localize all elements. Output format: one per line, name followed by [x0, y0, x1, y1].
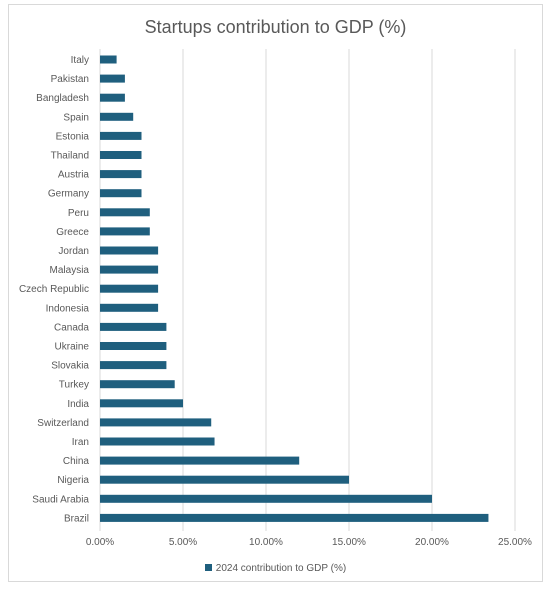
category-label: Turkey [59, 380, 89, 391]
bar [100, 399, 183, 408]
category-label: Jordan [58, 246, 89, 257]
bar [100, 246, 159, 255]
category-label: India [67, 399, 89, 410]
category-label: Malaysia [50, 265, 90, 276]
legend-swatch [204, 563, 212, 571]
bar [100, 513, 489, 522]
category-label: Saudi Arabia [32, 494, 89, 505]
bar [100, 456, 300, 465]
x-tick-label: 10.00% [249, 537, 283, 548]
chart-title: Startups contribution to GDP (%) [144, 17, 407, 37]
category-label: Czech Republic [19, 284, 89, 295]
x-tick-label: 0.00% [86, 537, 114, 548]
legend: 2024 contribution to GDP (%) [9, 563, 542, 574]
category-label: Indonesia [46, 303, 90, 314]
bar [100, 131, 142, 140]
category-label: Slovakia [51, 361, 89, 372]
bar [100, 284, 159, 293]
bar [100, 93, 125, 102]
bar [100, 55, 117, 64]
category-label: Canada [54, 322, 89, 333]
category-label: Brazil [64, 513, 89, 524]
category-label: Thailand [51, 151, 89, 162]
bar [100, 151, 142, 159]
bar [100, 227, 150, 236]
bar [100, 475, 349, 484]
bar [100, 322, 167, 331]
category-label: Spain [63, 112, 89, 123]
category-label: China [63, 456, 90, 467]
category-label: Iran [72, 437, 89, 448]
x-tick-label: 25.00% [498, 537, 532, 548]
bar [100, 437, 215, 446]
category-label: Bangladesh [36, 93, 89, 104]
bar [100, 170, 142, 179]
legend-label: 2024 contribution to GDP (%) [215, 563, 347, 574]
category-label: Austria [58, 170, 90, 181]
category-label: Switzerland [37, 418, 89, 429]
bar [100, 380, 175, 389]
chart-frame: Startups contribution to GDP (%) Italy Pa… [8, 4, 543, 582]
category-label: Italy [71, 55, 89, 66]
bar [100, 418, 212, 427]
category-label: Nigeria [57, 475, 89, 486]
category-label: Estonia [56, 131, 90, 142]
bar [100, 208, 150, 217]
bar [100, 361, 167, 370]
bar [100, 303, 159, 312]
category-label: Greece [56, 227, 89, 238]
category-label: Ukraine [55, 342, 90, 353]
x-tick-label: 20.00% [415, 537, 449, 548]
category-labels: Italy Pakistan Bangladesh Spain Estonia Thail… [19, 55, 89, 524]
x-tick-label: 5.00% [169, 537, 197, 548]
x-tick-labels: 0.00% 5.00% 10.00% 15.00% 20.00% 25.00% [86, 537, 532, 548]
category-label: Peru [68, 208, 89, 219]
bars [100, 55, 489, 522]
plot-area: Italy Pakistan Bangladesh Spain Estonia Thail… [19, 49, 532, 548]
bar [100, 189, 142, 198]
bar [100, 265, 159, 274]
bar [100, 112, 134, 121]
bar [100, 74, 125, 83]
category-label: Germany [48, 189, 89, 200]
category-label: Pakistan [51, 74, 89, 85]
bar [100, 494, 432, 503]
x-tick-label: 15.00% [332, 537, 366, 548]
bar [100, 342, 167, 350]
